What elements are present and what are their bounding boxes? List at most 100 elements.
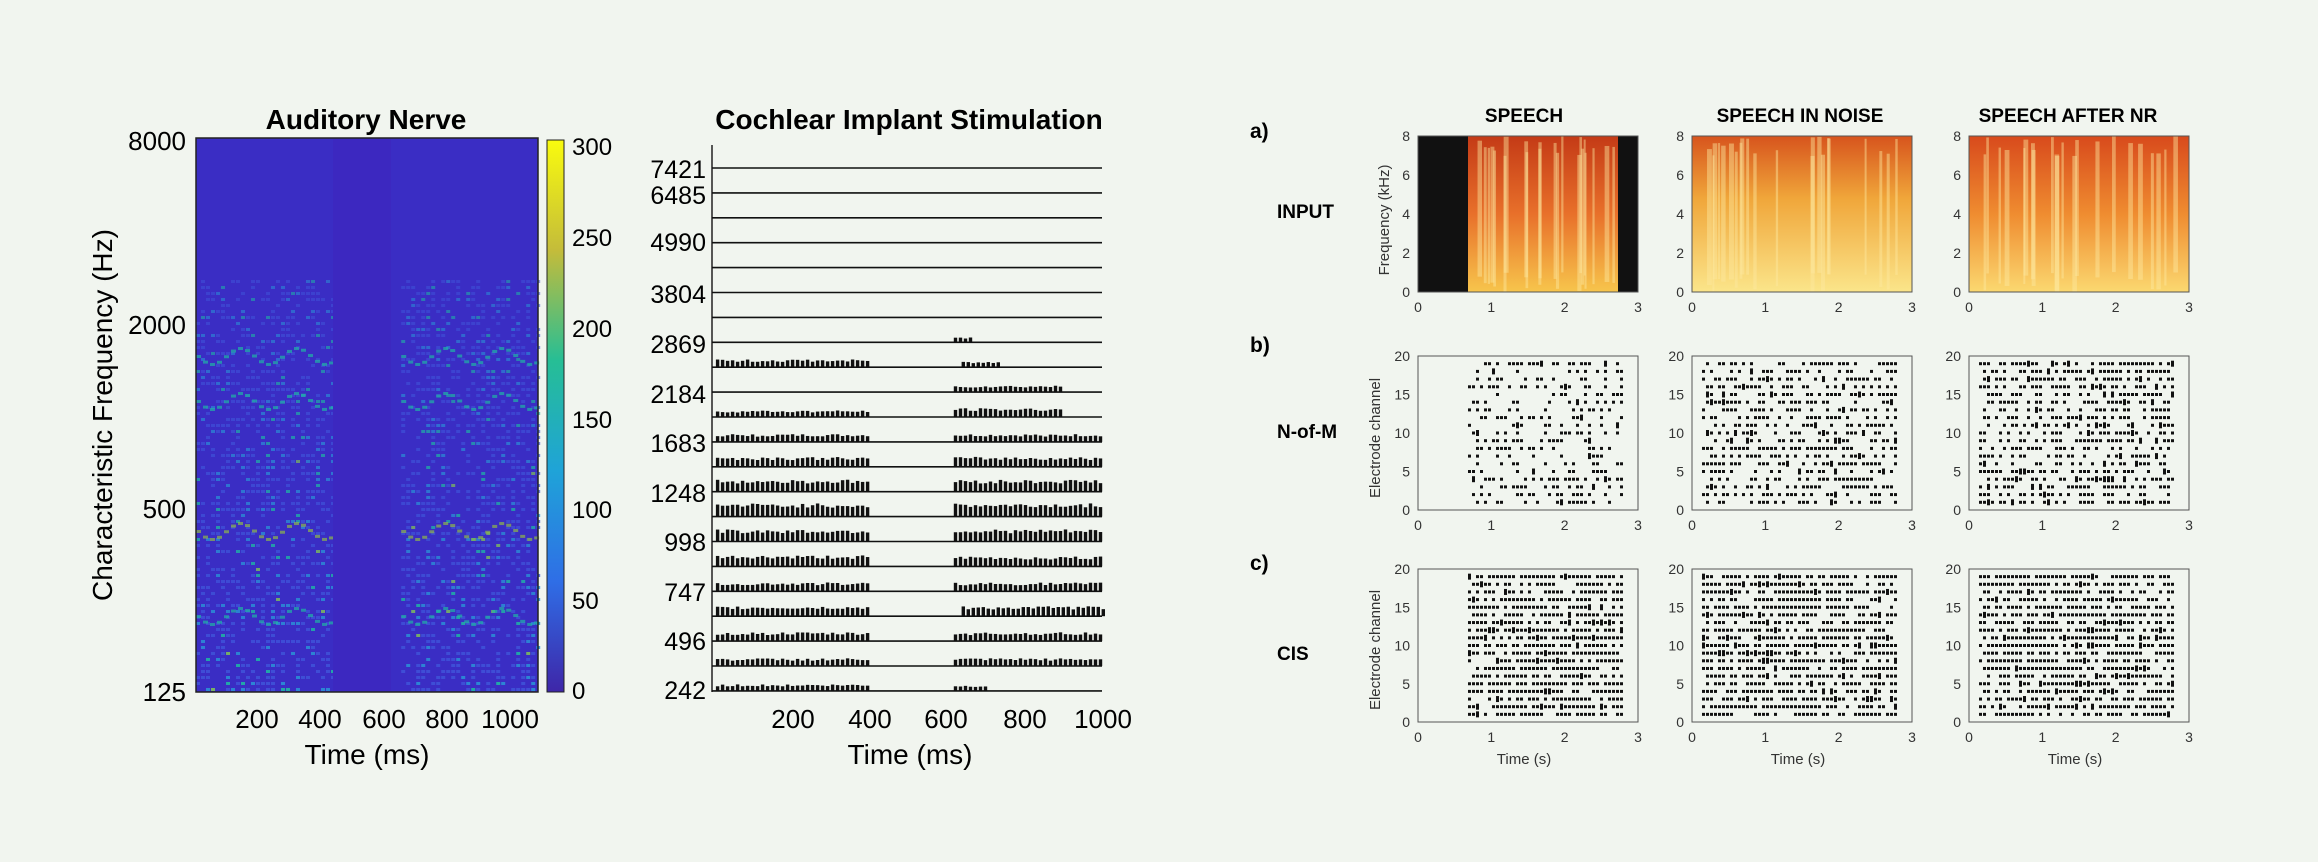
spectrogram-streak: [2138, 143, 2143, 280]
electrode-pulse: [2115, 485, 2118, 489]
electrode-pulse: [2015, 362, 2018, 366]
electrode-pulse: [2091, 500, 2094, 504]
spectrogram-streak: [1817, 136, 1822, 273]
electrode-pulse: [2127, 493, 2130, 497]
electrode-pulse: [1484, 590, 1487, 594]
an-heat-cell: [261, 400, 265, 403]
an-heat-cell: [471, 472, 476, 475]
an-heat-cell: [476, 466, 481, 469]
an-band-cell: [294, 347, 299, 351]
ci-pulse: [750, 685, 755, 691]
an-heat-cell: [286, 520, 290, 523]
electrode-pulse: [2067, 485, 2070, 489]
electrode-pulse: [1552, 666, 1555, 670]
an-heat-cell: [211, 472, 215, 475]
panel-ytick: 15: [1394, 387, 1410, 403]
electrode-pulse: [1790, 393, 1793, 396]
electrode-pulse: [1576, 697, 1579, 701]
electrode-pulse: [1750, 674, 1753, 678]
electrode-pulse: [2119, 369, 2122, 373]
panel-xtick: 1: [1487, 299, 1495, 315]
an-heat-cell: [526, 640, 531, 643]
an-xlabel: Time (ms): [305, 739, 430, 770]
ci-pulse: [770, 685, 775, 691]
ci-pulse: [805, 632, 810, 642]
electrode-pulse: [1520, 416, 1523, 420]
electrode-pulse: [1596, 636, 1599, 640]
an-band-cell: [210, 622, 215, 626]
an-heat-cell: [501, 382, 506, 385]
ci-pulse: [1083, 558, 1088, 567]
electrode-pulse: [1750, 500, 1753, 504]
an-heat-cell: [276, 562, 280, 565]
an-heat-cell: [221, 352, 225, 355]
ci-channel-rows: [712, 167, 1105, 692]
an-heat-cell: [431, 640, 436, 643]
an-heat-cell: [421, 328, 426, 331]
ci-pulse: [1043, 531, 1048, 542]
spectrogram-streak: [1579, 137, 1583, 274]
an-heat-cell: [506, 652, 511, 655]
electrode-pulse: [1890, 689, 1893, 693]
electrode-pulse: [1987, 499, 1990, 506]
electrode-pulse: [2111, 369, 2114, 373]
electrode-pulse: [1480, 636, 1483, 640]
electrode-pulse: [2159, 477, 2162, 481]
an-heat-cell: [431, 622, 436, 625]
electrode-pulse: [1987, 423, 1990, 427]
electrode-pulse: [2107, 476, 2110, 483]
an-heat-cell: [321, 370, 325, 373]
ci-pulse: [830, 608, 835, 617]
electrode-pulse: [1734, 385, 1737, 389]
ci-pulse: [770, 481, 775, 492]
an-heat-cell: [216, 526, 220, 529]
electrode-pulse: [2167, 377, 2170, 381]
an-heat-cell: [321, 616, 325, 619]
ci-pulse: [1058, 483, 1063, 492]
an-heat-cell: [421, 574, 426, 577]
an-band-cell: [203, 405, 208, 409]
an-heat-cell: [196, 346, 200, 349]
electrode-pulse: [1746, 682, 1749, 686]
electrode-pulse: [1484, 674, 1487, 678]
ci-pulse: [1068, 505, 1073, 517]
an-heat-cell: [416, 652, 421, 655]
an-heat-cell: [511, 346, 516, 349]
electrode-pulse: [2167, 416, 2170, 420]
an-heat-cell: [296, 424, 300, 427]
ci-pulse: [1078, 457, 1083, 467]
an-heat-cell: [276, 556, 280, 559]
ci-pulse: [830, 583, 835, 592]
electrode-pulse: [1766, 673, 1769, 680]
electrode-pulse: [1854, 659, 1857, 663]
ci-pulse: [981, 607, 985, 617]
an-heat-cell: [446, 400, 451, 403]
electrode-pulse: [1568, 666, 1571, 670]
electrode-pulse: [1604, 636, 1607, 640]
electrode-pulse: [1476, 605, 1479, 609]
ci-pulse: [1076, 606, 1080, 617]
an-heat-cell: [201, 586, 205, 589]
electrode-pulse: [1722, 712, 1725, 716]
an-heat-cell: [471, 352, 476, 355]
electrode-pulse: [1754, 666, 1757, 670]
electrode-pulse: [1870, 696, 1873, 703]
electrode-pulse: [1802, 500, 1805, 504]
an-heat-cell: [426, 640, 431, 643]
electrode-pulse: [2091, 493, 2094, 497]
an-heat-cell: [461, 358, 466, 361]
electrode-pulse: [2131, 422, 2134, 429]
electrode-pulse: [1504, 575, 1507, 579]
electrode-pulse: [2135, 377, 2138, 381]
electrode-pulse: [1706, 674, 1709, 678]
electrode-pulse: [2067, 369, 2070, 373]
ci-pulse: [750, 584, 755, 592]
an-heat-cell: [226, 316, 230, 319]
an-heat-cell: [226, 688, 230, 691]
an-heat-cell: [211, 376, 215, 379]
electrode-pulse: [1866, 659, 1869, 663]
electrode-pulse: [1560, 454, 1563, 458]
an-heat-cell: [311, 664, 315, 667]
panel-xlabel: Time (s): [1497, 751, 1551, 768]
electrode-pulse: [1532, 682, 1535, 686]
